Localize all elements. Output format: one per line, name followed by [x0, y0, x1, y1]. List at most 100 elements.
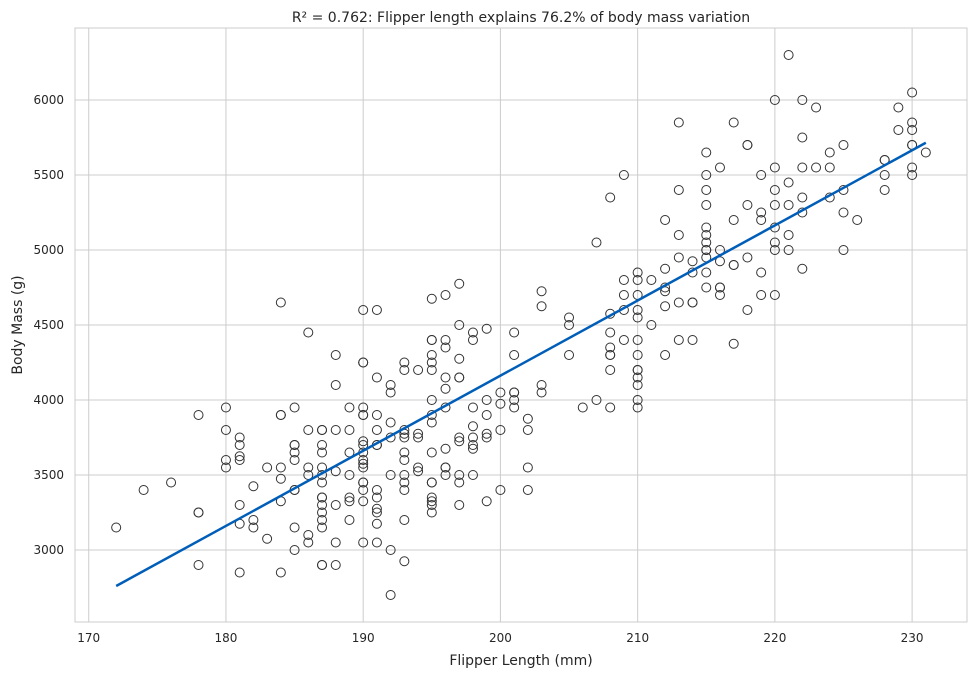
data-point: [399, 515, 410, 525]
data-point: [591, 395, 602, 405]
data-point: [426, 365, 437, 375]
data-point: [371, 410, 382, 420]
data-point: [687, 297, 698, 308]
data-point: [632, 305, 643, 315]
data-point: [687, 335, 698, 345]
data-point: [769, 237, 780, 248]
data-point: [797, 132, 808, 143]
x-tick-label: 170: [77, 631, 100, 645]
y-tick-label: 3500: [33, 468, 64, 482]
data-point: [632, 350, 643, 360]
data-point: [605, 402, 616, 413]
data-point: [742, 252, 753, 263]
data-point: [756, 290, 767, 300]
data-point: [811, 162, 822, 173]
data-point: [728, 215, 739, 225]
data-point: [618, 275, 629, 285]
data-point: [303, 530, 314, 540]
data-point: [783, 50, 794, 60]
data-point: [783, 177, 794, 188]
data-point: [399, 432, 410, 443]
data-point: [632, 312, 643, 323]
data-point: [330, 380, 341, 390]
data-point: [275, 462, 286, 473]
data-point: [262, 462, 273, 473]
data-point: [371, 485, 382, 495]
data-point: [728, 260, 739, 270]
data-point: [701, 222, 712, 233]
data-point: [797, 192, 808, 203]
data-point: [454, 477, 465, 488]
data-point: [454, 436, 465, 447]
data-point: [330, 560, 341, 570]
data-point: [138, 485, 149, 495]
data-point: [714, 282, 725, 293]
data-point: [385, 417, 396, 428]
data-point: [358, 455, 369, 465]
data-point: [728, 117, 739, 128]
data-point: [495, 425, 506, 435]
regression-line: [115, 141, 927, 588]
data-point: [399, 455, 410, 465]
y-tick-labels: 3000 3500 4000 4500 5000 5500 6000: [33, 93, 64, 557]
data-point: [509, 350, 520, 360]
data-point: [467, 402, 478, 413]
data-point: [371, 425, 382, 435]
data-point: [330, 537, 341, 548]
y-tick-label: 6000: [33, 93, 64, 107]
data-point: [358, 402, 369, 413]
data-point: [701, 200, 712, 210]
data-point: [522, 485, 533, 495]
x-tick-label: 190: [352, 631, 375, 645]
data-point: [426, 492, 437, 503]
data-point: [234, 500, 245, 510]
data-point: [344, 515, 355, 525]
data-point: [467, 335, 478, 345]
y-tick-label: 5000: [33, 243, 64, 257]
data-point: [234, 432, 245, 443]
data-point: [673, 230, 684, 240]
data-point: [358, 305, 369, 315]
data-point: [467, 432, 478, 443]
data-point: [838, 245, 849, 255]
data-point: [632, 372, 643, 383]
data-point: [701, 230, 712, 240]
plot-frame: [74, 27, 968, 623]
data-point: [536, 301, 547, 312]
x-tick-labels: 170 180 190 200 210 220 230: [77, 631, 923, 645]
data-point: [454, 500, 465, 510]
data-point: [467, 327, 478, 338]
data-point: [536, 387, 547, 398]
data-point: [399, 365, 410, 375]
data-point: [797, 263, 808, 274]
data-point: [509, 402, 520, 413]
data-point: [234, 567, 245, 578]
data-point: [454, 372, 465, 383]
x-tick-label: 220: [763, 631, 786, 645]
data-point: [701, 237, 712, 248]
data-point: [426, 350, 437, 360]
data-point: [728, 338, 739, 349]
data-point: [605, 365, 616, 375]
data-point: [769, 290, 780, 300]
data-point: [358, 462, 369, 473]
data-point: [701, 185, 712, 195]
data-point: [289, 440, 300, 450]
y-tick-label: 3000: [33, 543, 64, 557]
data-point: [632, 267, 643, 278]
data-point: [371, 537, 382, 548]
data-point: [399, 477, 410, 488]
data-point: [742, 305, 753, 315]
data-point: [275, 473, 286, 484]
data-point: [440, 470, 451, 480]
data-point: [371, 372, 382, 383]
data-point: [783, 230, 794, 240]
data-point: [234, 455, 245, 465]
data-point: [811, 102, 822, 113]
data-point: [893, 125, 904, 135]
data-point: [193, 410, 204, 420]
data-point: [454, 353, 465, 364]
data-point: [605, 327, 616, 338]
data-point: [742, 140, 753, 150]
data-point: [358, 485, 369, 495]
